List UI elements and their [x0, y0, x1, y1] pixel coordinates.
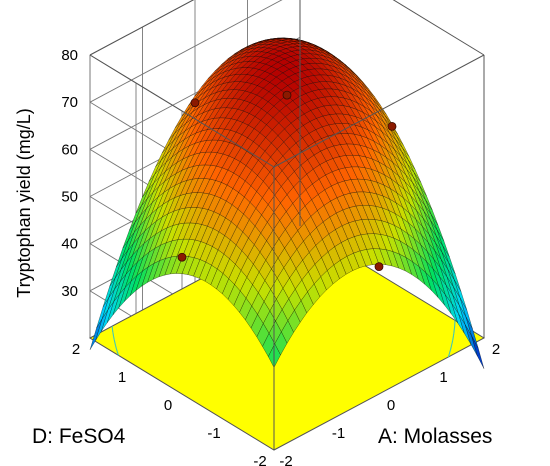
z-tick-label: 60	[61, 141, 78, 158]
design-point	[282, 90, 292, 100]
response-surface	[89, 37, 485, 369]
y-tick-label: 2	[72, 341, 80, 358]
design-point	[190, 98, 200, 108]
design-points	[177, 90, 397, 272]
design-point	[374, 262, 384, 272]
z-tick-label: 30	[61, 283, 78, 300]
y-axis-label: D: FeSO4	[32, 425, 126, 448]
box-top-edge	[89, 0, 195, 56]
box-top-edge	[392, 0, 485, 56]
z-tick-label: 70	[61, 94, 78, 111]
chart-box-front	[89, 0, 485, 450]
design-point	[177, 252, 187, 262]
x-axis-label: A: Molasses	[378, 425, 492, 448]
axis-ticks: 30 40 50 60 70 80 -2 -1 0 1 2 -2 -1 0 1 2	[61, 47, 500, 466]
y-tick-label: -1	[207, 425, 220, 442]
y-tick-label: -2	[253, 453, 266, 466]
box-top-edge	[89, 54, 275, 168]
x-tick-label: -1	[332, 425, 345, 442]
design-point	[387, 121, 397, 131]
y-tick-label: 1	[118, 369, 126, 386]
x-tick-label: 0	[387, 397, 395, 414]
y-tick-label: 0	[164, 397, 172, 414]
z-axis-label: Tryptophan yield (mg/L)	[14, 108, 34, 297]
surface-patch	[471, 336, 485, 369]
x-tick-label: -2	[279, 453, 292, 466]
z-tick-label: 50	[61, 189, 78, 206]
z-tick-label: 40	[61, 236, 78, 253]
z-tick-label: 80	[61, 47, 78, 64]
x-tick-label: 1	[439, 369, 447, 386]
x-tick-label: 2	[492, 341, 500, 358]
box-top-edge	[273, 54, 485, 168]
floor-contour-outer	[111, 320, 456, 358]
